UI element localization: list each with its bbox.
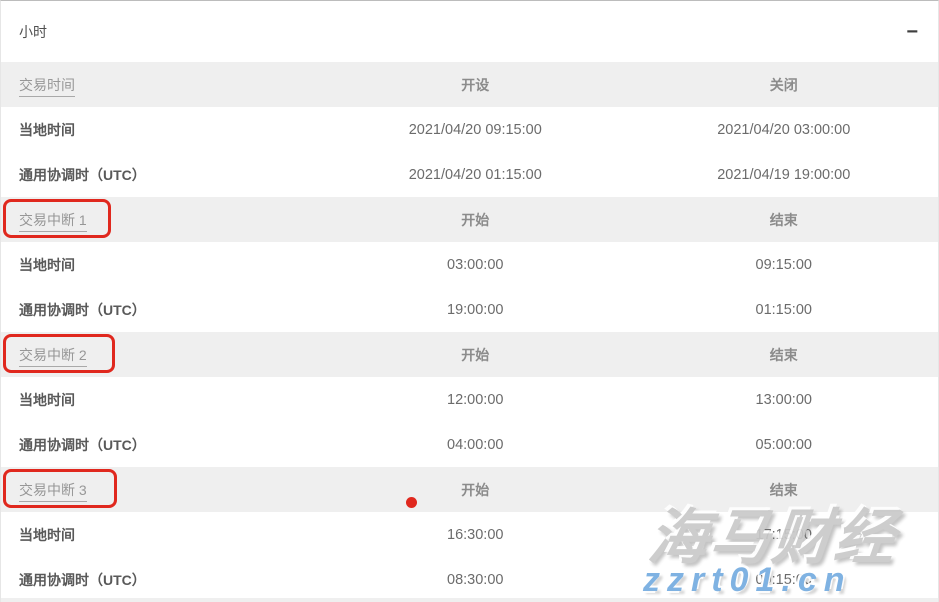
section-header-row: 交易时间 开设 关闭 xyxy=(1,62,938,107)
end-value: 09:15:00 xyxy=(755,256,812,273)
panel-title: 小时 xyxy=(19,23,47,40)
table-row: 通用协调时（UTC） 04:00:00 05:00:00 xyxy=(1,422,938,467)
section-header-row: 交易中断 3 开始 结束 xyxy=(1,467,938,512)
start-value: 19:00:00 xyxy=(447,301,504,318)
trading-time-link[interactable]: 交易时间 xyxy=(19,76,75,97)
col-end-header: 结束 xyxy=(769,211,798,228)
row-label-local-time: 当地时间 xyxy=(19,526,75,543)
end-value: 05:00:00 xyxy=(755,436,812,453)
row-label-local-time: 当地时间 xyxy=(19,256,75,273)
row-label-utc-time: 通用协调时（UTC） xyxy=(19,301,146,318)
open-value: 2021/04/20 09:15:00 xyxy=(408,121,542,138)
end-value: 01:15:00 xyxy=(755,301,812,318)
break-3-link[interactable]: 交易中断 3 xyxy=(19,481,87,502)
row-label-local-time: 当地时间 xyxy=(19,121,75,138)
start-value: 04:00:00 xyxy=(447,436,504,453)
end-value: 09:15:00 xyxy=(755,571,812,588)
col-start-header: 开始 xyxy=(461,346,490,363)
close-value: 2021/04/19 19:00:00 xyxy=(717,166,851,183)
break-2-link[interactable]: 交易中断 2 xyxy=(19,346,87,367)
table-row: 通用协调时（UTC） 08:30:00 09:15:00 xyxy=(1,557,938,602)
col-close-header: 关闭 xyxy=(769,76,798,93)
start-value: 08:30:00 xyxy=(447,571,504,588)
panel-title-row: 小时 − xyxy=(1,1,938,62)
start-value: 03:00:00 xyxy=(447,256,504,273)
end-value: 13:00:00 xyxy=(755,391,812,408)
section-header-row: 交易中断 2 开始 结束 xyxy=(1,332,938,377)
start-value: 12:00:00 xyxy=(447,391,504,408)
col-end-header: 结束 xyxy=(769,481,798,498)
open-value: 2021/04/20 01:15:00 xyxy=(408,166,542,183)
table-row: 当地时间 12:00:00 13:00:00 xyxy=(1,377,938,422)
close-value: 2021/04/20 03:00:00 xyxy=(717,121,851,138)
next-section-edge xyxy=(1,598,938,602)
table-row: 当地时间 2021/04/20 09:15:00 2021/04/20 03:0… xyxy=(1,107,938,152)
col-start-header: 开始 xyxy=(461,481,490,498)
col-start-header: 开始 xyxy=(461,211,490,228)
section-header-row: 交易中断 1 开始 结束 xyxy=(1,197,938,242)
row-label-utc-time: 通用协调时（UTC） xyxy=(19,166,146,183)
break-1-link[interactable]: 交易中断 1 xyxy=(19,211,87,232)
table-row: 通用协调时（UTC） 19:00:00 01:15:00 xyxy=(1,287,938,332)
collapse-icon[interactable]: − xyxy=(906,20,918,43)
table-row: 当地时间 03:00:00 09:15:00 xyxy=(1,242,938,287)
col-end-header: 结束 xyxy=(769,346,798,363)
table-row: 通用协调时（UTC） 2021/04/20 01:15:00 2021/04/1… xyxy=(1,152,938,197)
row-label-utc-time: 通用协调时（UTC） xyxy=(19,436,146,453)
start-value: 16:30:00 xyxy=(447,526,504,543)
end-value: 17:15:00 xyxy=(755,526,812,543)
col-open-header: 开设 xyxy=(461,76,490,93)
row-label-local-time: 当地时间 xyxy=(19,391,75,408)
table-row: 当地时间 16:30:00 17:15:00 xyxy=(1,512,938,557)
row-label-utc-time: 通用协调时（UTC） xyxy=(19,571,146,588)
